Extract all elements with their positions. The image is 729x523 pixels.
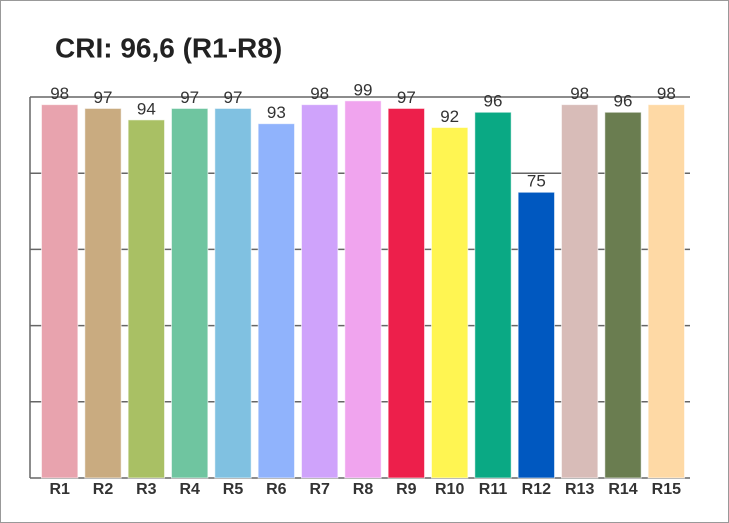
value-label: 92 (440, 107, 459, 126)
x-tick-label: R10 (435, 481, 464, 498)
bar (214, 107, 252, 479)
x-tick-label: R1 (49, 481, 70, 498)
x-tick-label: R5 (223, 481, 244, 498)
value-label: 98 (570, 84, 589, 103)
value-label: 94 (137, 99, 156, 118)
bar (647, 104, 686, 479)
x-tick-label: R9 (396, 481, 417, 498)
value-label: 97 (397, 88, 416, 107)
bar (430, 126, 469, 479)
value-label: 98 (50, 84, 69, 103)
x-tick-label: R3 (136, 481, 157, 498)
value-label: 96 (614, 92, 633, 111)
x-tick-label: R12 (522, 481, 551, 498)
x-tick-label: R7 (309, 481, 330, 498)
bar (560, 104, 599, 479)
x-tick-label: R2 (93, 481, 114, 498)
bar (40, 104, 79, 479)
bar (344, 100, 382, 479)
bar (517, 191, 556, 479)
bar (127, 119, 166, 479)
value-label: 93 (267, 103, 286, 122)
bar (604, 111, 642, 479)
x-tick-label: R11 (479, 481, 508, 498)
bar (300, 104, 339, 479)
x-tick-label: R14 (608, 481, 637, 498)
value-label: 75 (527, 172, 546, 191)
bar (84, 107, 122, 479)
x-tick-label: R8 (353, 481, 374, 498)
x-tick-label: R13 (565, 481, 594, 498)
x-tick-label: R15 (652, 481, 681, 498)
x-tick-label: R4 (179, 481, 200, 498)
x-tick-label: R6 (266, 481, 287, 498)
chart-title: CRI: 96,6 (R1-R8) (55, 32, 282, 63)
bar (257, 123, 296, 479)
value-label: 98 (657, 84, 676, 103)
value-label: 99 (354, 80, 373, 99)
value-label: 96 (484, 92, 503, 111)
value-label: 97 (180, 88, 199, 107)
bar (474, 111, 512, 479)
value-label: 97 (94, 88, 113, 107)
value-label: 98 (310, 84, 329, 103)
bar (170, 107, 209, 479)
bar (387, 107, 426, 479)
value-label: 97 (224, 88, 243, 107)
